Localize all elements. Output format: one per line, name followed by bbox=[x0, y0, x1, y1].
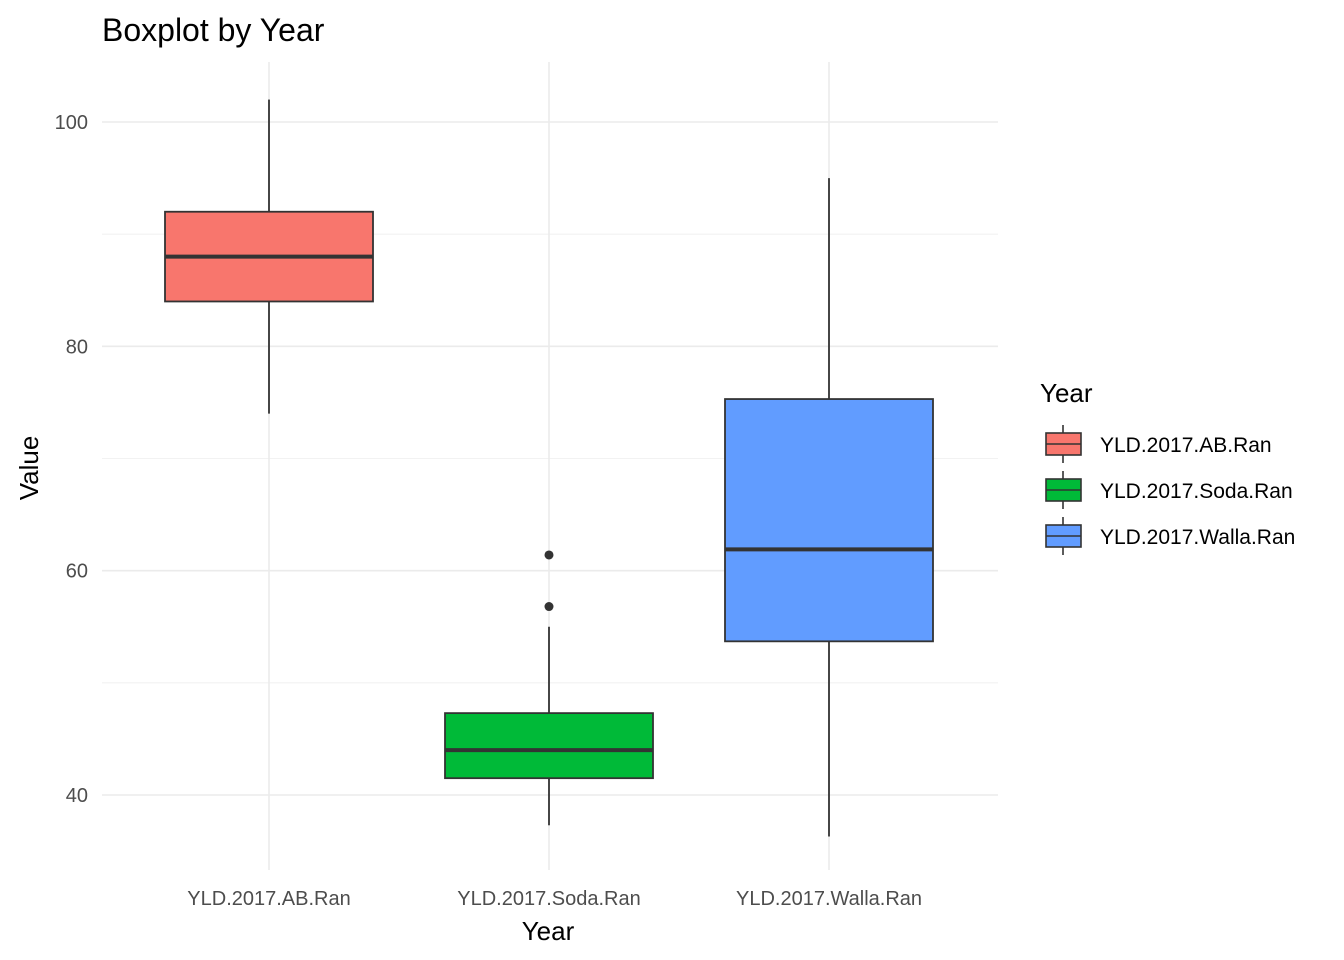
outlier-point bbox=[544, 550, 554, 560]
outlier-point bbox=[544, 602, 554, 612]
legend-items: YLD.2017.AB.Ran YLD.2017.Soda.Ran YLD.2017… bbox=[1045, 425, 1295, 555]
y-tick-label: 100 bbox=[55, 112, 88, 134]
legend-item: YLD.2017.AB.Ran bbox=[1045, 425, 1272, 463]
box-group bbox=[164, 99, 934, 837]
box-body bbox=[444, 712, 654, 780]
y-axis-ticks: 40 60 80 100 bbox=[55, 112, 88, 807]
y-tick-label: 60 bbox=[66, 561, 88, 583]
x-tick-label: YLD.2017.AB.Ran bbox=[187, 888, 350, 910]
x-axis-title: Year bbox=[522, 916, 575, 946]
x-axis-ticks: YLD.2017.AB.Ran YLD.2017.Soda.Ran YLD.2017… bbox=[187, 888, 922, 910]
legend: Year YLD.2017.AB.RanYLD.2017.Soda.RanYLD… bbox=[1040, 378, 1295, 555]
legend-label: YLD.2017.Soda.Ran bbox=[1100, 480, 1293, 503]
box-YLD.2017.AB.Ran bbox=[164, 99, 374, 414]
legend-label: YLD.2017.AB.Ran bbox=[1100, 434, 1272, 457]
y-tick-label: 80 bbox=[66, 336, 88, 358]
legend-item: YLD.2017.Soda.Ran bbox=[1045, 471, 1293, 509]
y-axis-title: Value bbox=[14, 436, 44, 501]
legend-label: YLD.2017.Walla.Ran bbox=[1100, 526, 1295, 549]
box-YLD.2017.Walla.Ran bbox=[724, 178, 934, 837]
box-YLD.2017.Soda.Ran bbox=[444, 550, 654, 826]
legend-item: YLD.2017.Walla.Ran bbox=[1045, 517, 1295, 555]
y-tick-label: 40 bbox=[66, 785, 88, 807]
chart-title: Boxplot by Year bbox=[102, 12, 325, 48]
legend-title: Year bbox=[1040, 378, 1093, 408]
x-tick-label: YLD.2017.Walla.Ran bbox=[736, 888, 922, 910]
x-tick-label: YLD.2017.Soda.Ran bbox=[457, 888, 640, 910]
box-body bbox=[724, 398, 934, 643]
